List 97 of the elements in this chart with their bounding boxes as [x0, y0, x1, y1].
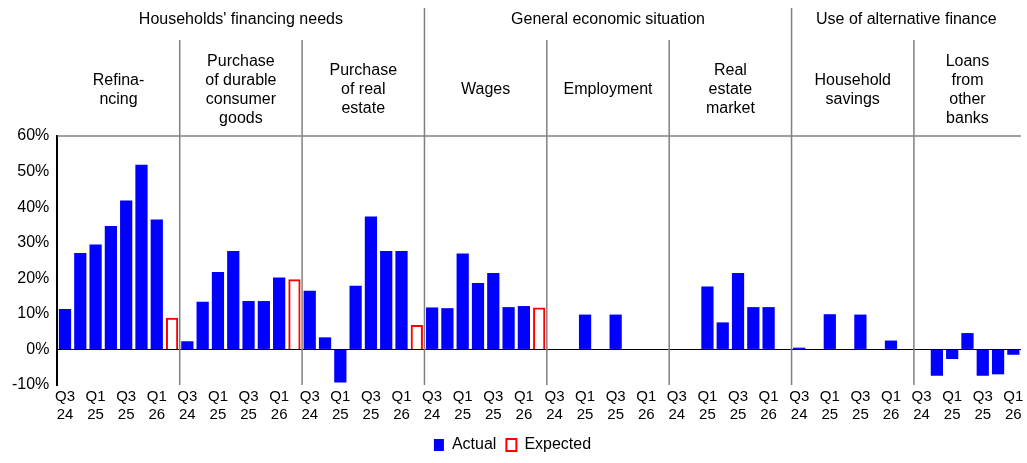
bar — [747, 307, 760, 349]
bar — [946, 349, 959, 360]
x-tick-label: Q1 26 — [146, 387, 167, 423]
bar — [823, 314, 836, 349]
text: Purchase of durable consumer goods — [205, 51, 277, 126]
x-tick-label: Q3 24 — [299, 387, 320, 423]
y-tick-label: 40% — [17, 197, 50, 215]
x-tick-label: Q1 25 — [575, 387, 596, 423]
bar — [150, 219, 163, 349]
x-tick-label: Q3 24 — [544, 387, 565, 423]
bar — [609, 314, 622, 349]
x-tick-label: Q3 25 — [238, 387, 259, 423]
x-tick-label: Q1 25 — [85, 387, 106, 423]
x-tick-label: Q1 25 — [942, 387, 963, 423]
bar — [303, 290, 316, 349]
x-tick-label: Q3 25 — [972, 387, 993, 423]
bar — [89, 244, 102, 349]
bar — [211, 271, 225, 349]
x-tick-label: Q1 25 — [819, 387, 840, 423]
bar — [976, 349, 989, 376]
x-tick-label: Q1 25 — [452, 387, 473, 423]
bar — [58, 308, 72, 349]
bar — [120, 200, 133, 349]
text: Employment — [563, 80, 654, 98]
text: Households' financing needs — [138, 10, 343, 28]
y-tick-label: 50% — [17, 161, 50, 179]
y-tick-label: 0% — [26, 339, 50, 357]
y-tick-label: -10% — [11, 375, 50, 393]
bar — [517, 306, 530, 349]
x-tick-label: Q3 24 — [177, 387, 198, 423]
bar — [380, 250, 393, 349]
legend-label: Actual — [451, 435, 497, 453]
bar — [273, 277, 286, 349]
x-tick-label: Q1 25 — [207, 387, 228, 423]
text: Household savings — [814, 70, 891, 107]
bar — [731, 272, 745, 349]
y-tick-label: 10% — [17, 304, 50, 322]
text: Refina- ncing — [92, 70, 145, 107]
bar — [74, 253, 87, 349]
bar — [349, 285, 362, 349]
bar — [884, 340, 898, 349]
x-tick-label: Q3 25 — [728, 387, 749, 423]
x-tick-label: Q1 25 — [330, 387, 351, 423]
bar — [471, 282, 485, 349]
y-tick-label: 30% — [17, 233, 50, 251]
bar — [716, 322, 729, 349]
y-tick-label: 20% — [17, 268, 50, 286]
x-tick-label: Q3 25 — [850, 387, 871, 423]
bar — [487, 272, 500, 349]
x-tick-label: Q1 26 — [636, 387, 657, 423]
x-tick-label: Q3 24 — [789, 387, 810, 423]
bar — [991, 349, 1005, 375]
bar — [502, 307, 515, 349]
bar — [578, 314, 592, 349]
bar — [425, 307, 439, 349]
bar — [181, 341, 194, 349]
x-tick-label: Q1 26 — [880, 387, 901, 423]
bar — [1007, 349, 1020, 355]
x-tick-label: Q3 24 — [911, 387, 932, 423]
x-tick-label: Q1 26 — [758, 387, 779, 423]
x-tick-label: Q3 24 — [54, 387, 76, 423]
text: Real estate market — [705, 61, 756, 117]
bar — [334, 349, 347, 383]
bar — [257, 301, 270, 349]
x-tick-label: Q1 25 — [697, 387, 718, 423]
x-tick-label: Q3 25 — [605, 387, 626, 423]
text: Purchase of real estate — [329, 61, 398, 117]
bar — [242, 301, 255, 349]
x-tick-label: Q3 25 — [360, 387, 381, 423]
bar — [318, 337, 332, 349]
x-tick-label: Q3 24 — [666, 387, 687, 423]
bar — [456, 253, 469, 349]
x-tick-label: Q1 26 — [1003, 387, 1024, 423]
x-tick-label: Q3 25 — [483, 387, 504, 423]
x-tick-label: Q3 25 — [116, 387, 137, 423]
bar — [196, 301, 209, 349]
text: Use of alternative finance — [816, 10, 997, 28]
bar — [701, 286, 714, 349]
text: General economic situation — [511, 10, 705, 28]
y-tick-label: 60% — [17, 126, 50, 144]
bar — [930, 349, 943, 376]
bar — [854, 314, 867, 349]
x-tick-label: Q1 26 — [269, 387, 290, 423]
x-tick-label: Q1 26 — [513, 387, 534, 423]
bar — [961, 333, 974, 349]
x-tick-label: Q3 24 — [422, 387, 443, 423]
bar — [441, 308, 454, 349]
x-tick-label: Q1 26 — [391, 387, 412, 423]
bar — [135, 164, 148, 349]
bar — [227, 250, 240, 349]
text: Wages — [461, 80, 511, 98]
text: Loans from other banks — [945, 51, 990, 126]
bar — [364, 216, 378, 349]
bar — [395, 250, 408, 349]
bar — [762, 307, 775, 349]
bar — [104, 226, 118, 349]
legend-label: Expected — [524, 435, 592, 453]
